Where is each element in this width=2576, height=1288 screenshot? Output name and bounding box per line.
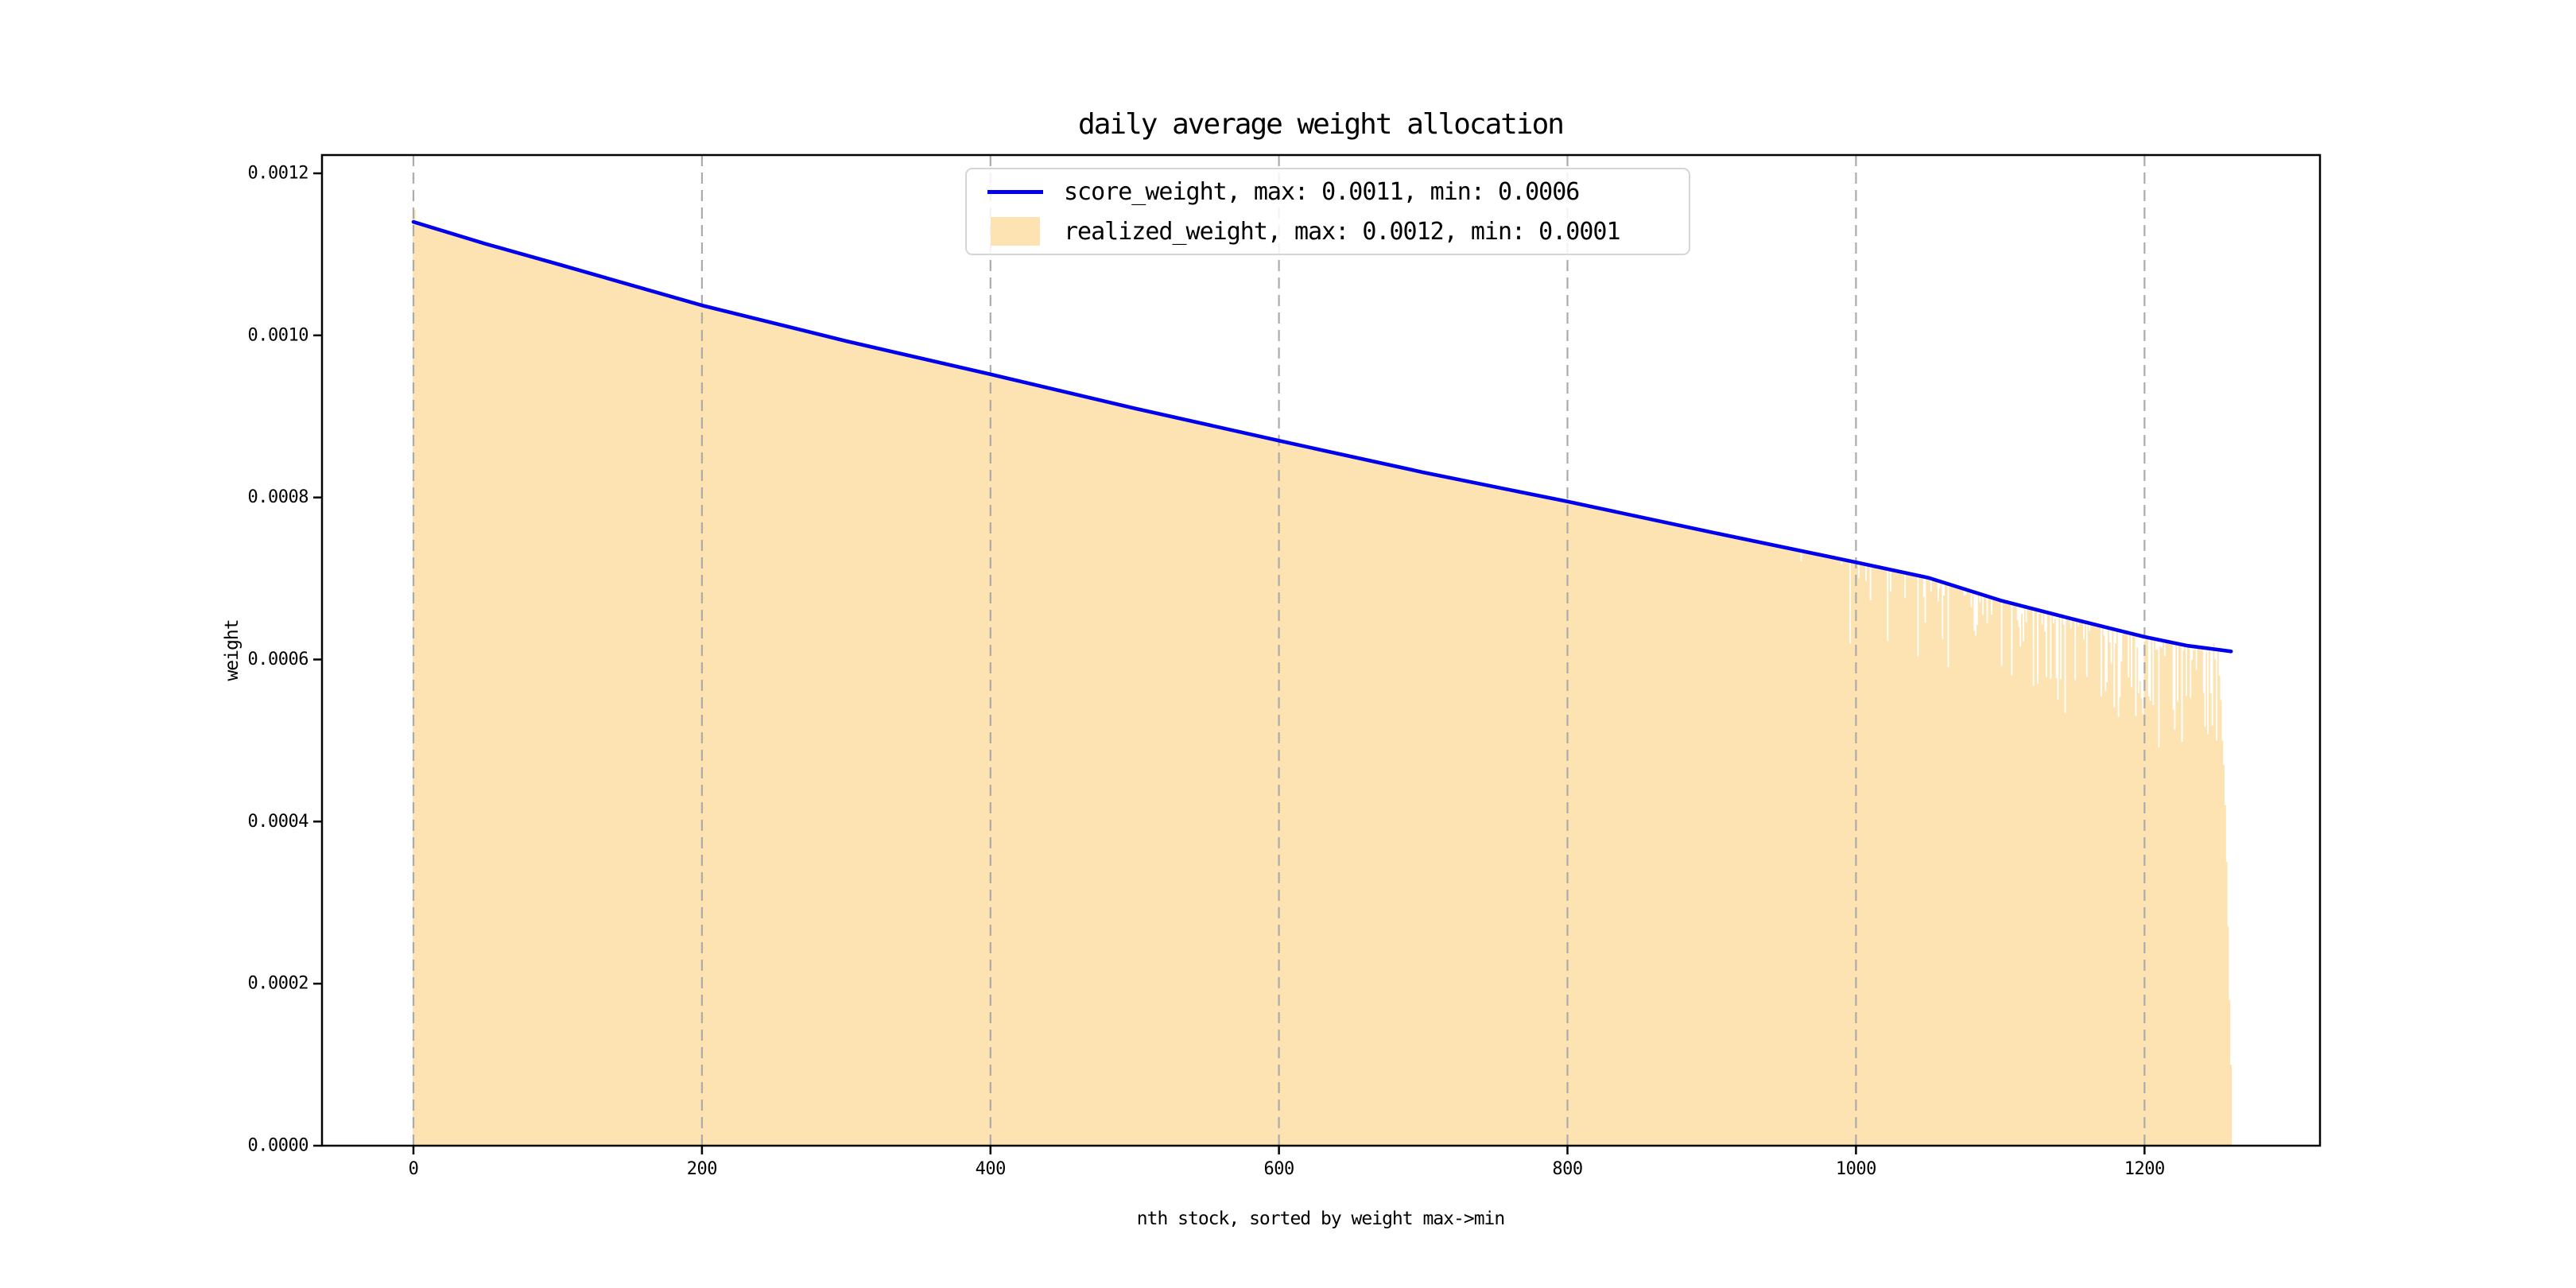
x-tick-label: 1000 [1836, 1159, 1876, 1179]
y-tick-label: 0.0002 [248, 974, 308, 994]
x-tick-label: 0 [409, 1159, 419, 1179]
legend-label-realized-weight: realized_weight, max: 0.0012, min: 0.000… [1064, 217, 1621, 246]
x-tick-label: 400 [976, 1159, 1006, 1179]
x-tick-label: 600 [1263, 1159, 1294, 1179]
x-tick-label: 200 [687, 1159, 717, 1179]
realized-weight-area [413, 209, 2233, 1146]
legend: score_weight, max: 0.0011, min: 0.0006 r… [965, 168, 1690, 255]
x-tick-label: 1200 [2124, 1159, 2165, 1179]
y-tick-label: 0.0000 [248, 1136, 308, 1156]
legend-entry-score-weight: score_weight, max: 0.0011, min: 0.0006 [987, 177, 1689, 207]
ticks: 0 200 400 600 800 1000 1200 0.0000 0.0002 0.0004 0… [248, 164, 2166, 1180]
legend-patch-swatch [991, 217, 1040, 246]
y-tick-label: 0.0012 [248, 164, 308, 184]
y-tick-label: 0.0010 [248, 325, 308, 345]
x-gridlines [412, 155, 2146, 1146]
x-axis-label: nth stock, sorted by weight max->min [1136, 1208, 1505, 1229]
axes-spines [320, 153, 2322, 1147]
chart-title: daily average weight allocation [1078, 108, 1565, 141]
y-tick-label: 0.0004 [248, 812, 309, 832]
x-tick-label: 800 [1552, 1159, 1582, 1179]
y-tick-label: 0.0008 [248, 487, 308, 507]
y-tick-label: 0.0006 [248, 650, 308, 669]
y-axis-label: weight [222, 619, 242, 681]
score-weight-line [411, 219, 2233, 654]
legend-label-score-weight: score_weight, max: 0.0011, min: 0.0006 [1064, 177, 1580, 206]
legend-line-swatch [987, 189, 1043, 194]
legend-entry-realized-weight: realized_weight, max: 0.0012, min: 0.000… [987, 216, 1689, 246]
